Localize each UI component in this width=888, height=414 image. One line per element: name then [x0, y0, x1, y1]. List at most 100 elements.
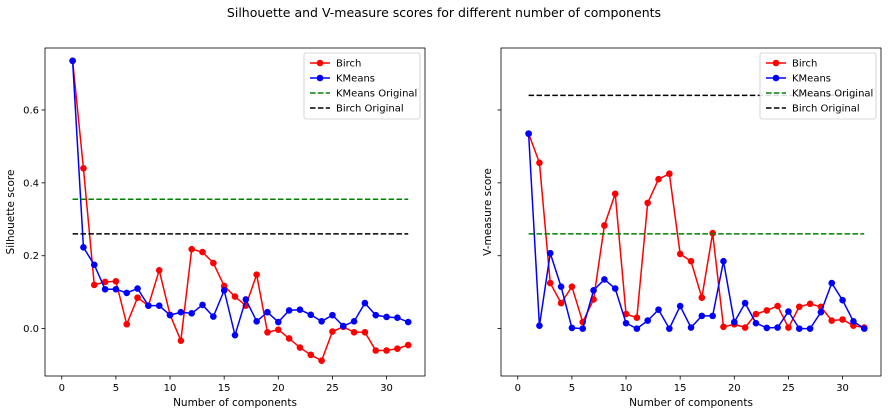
kmeans-point — [795, 325, 803, 332]
kmeans-point — [231, 331, 239, 339]
birch-point — [633, 314, 641, 321]
birch-point — [307, 351, 315, 359]
kmeans-point — [199, 301, 206, 309]
kmeans-point — [525, 130, 532, 137]
birch-point — [828, 317, 836, 324]
birch-point — [155, 267, 163, 274]
birch-point — [80, 164, 87, 172]
kmeans-point — [666, 325, 673, 332]
kmeans-point — [774, 324, 781, 331]
x-axis-label: Number of components — [173, 397, 297, 409]
birch-point — [350, 328, 358, 336]
kmeans-point — [329, 311, 336, 319]
legend-birch-label: Birch — [792, 59, 817, 70]
kmeans-point — [80, 244, 87, 251]
kmeans-point — [817, 308, 825, 316]
x-tick-label: 30 — [836, 383, 849, 394]
kmeans-point — [166, 311, 174, 319]
legend-birch-label: Birch — [336, 59, 361, 70]
kmeans-point — [590, 287, 597, 294]
birch-point — [394, 345, 401, 352]
kmeans-point — [828, 279, 836, 287]
x-tick-label: 0 — [59, 383, 65, 394]
birch-point — [839, 316, 846, 323]
birch-point — [752, 310, 760, 318]
x-axis-label: Number of components — [629, 397, 753, 409]
kmeans-series-line — [527, 133, 865, 331]
kmeans-point — [741, 299, 749, 307]
legend-birch-marker — [772, 59, 780, 67]
kmeans-point — [850, 318, 857, 325]
birch-series-line — [527, 133, 865, 330]
kmeans-point — [101, 285, 109, 293]
kmeans-point — [622, 319, 630, 327]
birch-point — [785, 324, 792, 331]
y-tick-label: 0.4 — [23, 178, 39, 189]
kmeans-point — [687, 324, 695, 331]
birch-point — [795, 303, 803, 311]
kmeans-point — [307, 311, 315, 319]
kmeans-point — [394, 314, 401, 321]
vmeasure-chart-panel: 0 5 10 15 20 25 30 Number of components V-measur… — [482, 47, 882, 409]
kmeans-point — [90, 261, 98, 269]
kmeans-point — [361, 299, 369, 307]
birch-point — [210, 259, 217, 267]
y-tick-label: 0.2 — [23, 251, 39, 262]
birch-point — [644, 199, 651, 207]
kmeans-point — [383, 313, 390, 321]
birch-point — [231, 293, 239, 300]
birch-point — [806, 300, 814, 308]
kmeans-point — [611, 285, 619, 292]
birch-point — [666, 170, 673, 178]
y-axis-label: V-measure score — [482, 168, 494, 256]
kmeans-point — [242, 296, 250, 303]
legend-kmeans-label: KMeans — [336, 74, 375, 85]
kmeans-point — [720, 257, 727, 265]
x-tick-label: 10 — [620, 383, 633, 394]
kmeans-point — [318, 318, 325, 325]
birch-point — [285, 335, 293, 342]
birch-point — [568, 283, 576, 291]
kmeans-point — [188, 310, 195, 317]
kmeans-point — [579, 325, 587, 332]
kmeans-point — [220, 287, 228, 294]
birch-point — [741, 324, 749, 331]
x-tick-label: 25 — [782, 383, 795, 394]
legend-box — [759, 52, 877, 120]
x-tick-label: 20 — [272, 383, 285, 394]
birch-point — [720, 323, 727, 331]
kmeans-point — [731, 318, 738, 326]
kmeans-point — [839, 296, 846, 304]
birch-point — [372, 347, 380, 354]
kmeans-point — [568, 324, 576, 332]
birch-point — [601, 222, 608, 229]
kmeans-point — [806, 325, 814, 332]
birch-point — [296, 344, 304, 351]
legend-kmeans-label: KMeans — [792, 74, 831, 85]
x-tick-label: 5 — [113, 383, 119, 394]
kmeans-point — [339, 322, 347, 330]
kmeans-point — [752, 319, 760, 327]
kmeans-point — [763, 324, 771, 332]
kmeans-point — [785, 308, 792, 315]
kmeans-point — [557, 283, 565, 291]
legend-box — [303, 52, 421, 120]
x-tick-label: 25 — [326, 383, 339, 394]
legend-kmeans-original-label: KMeans Original — [792, 89, 873, 100]
kmeans-point — [145, 302, 152, 309]
kmeans-point — [350, 318, 358, 325]
x-tick-label: 20 — [728, 383, 741, 394]
kmeans-point — [296, 306, 304, 313]
kmeans-point — [134, 285, 141, 292]
y-tick-label: 0.6 — [23, 105, 39, 116]
birch-point — [611, 190, 619, 198]
kmeans-point — [210, 313, 217, 320]
birch-point — [557, 299, 565, 307]
kmeans-point — [860, 325, 868, 332]
y-tick-label: 0.0 — [23, 324, 39, 335]
kmeans-point — [546, 249, 554, 257]
figure-title: Silhouette and V-measure scores for diff… — [226, 5, 662, 20]
birch-point — [546, 279, 554, 287]
kmeans-point — [285, 307, 293, 314]
